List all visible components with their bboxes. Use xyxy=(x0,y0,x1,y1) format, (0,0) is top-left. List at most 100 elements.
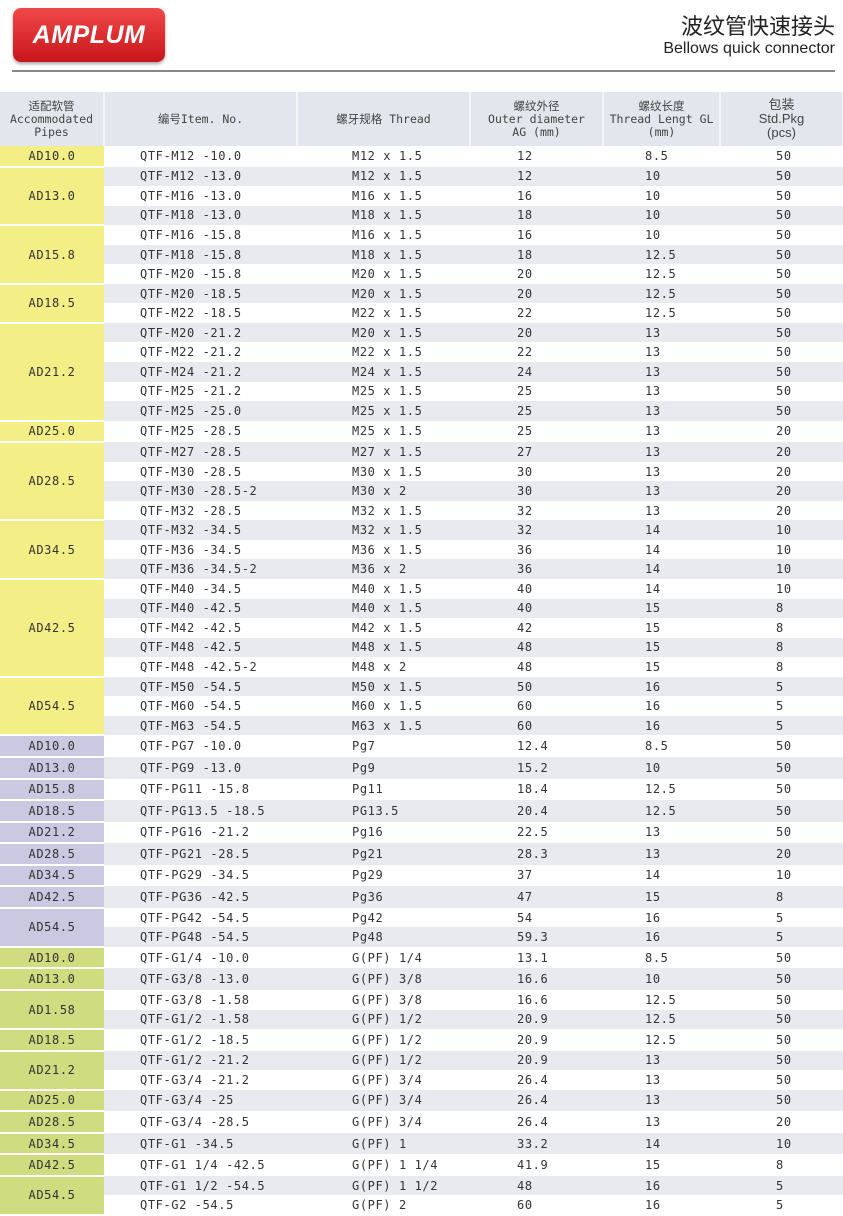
cell-thread-length: 13 xyxy=(603,1089,720,1112)
cell-thread-length: 12.5 xyxy=(603,244,720,265)
cell-thread-length: 14 xyxy=(603,520,720,540)
cell-item-no: QTF-PG36 -42.5 xyxy=(104,886,297,908)
table-row: QTF-G2 -54.5 G(PF) 2 60 16 5 xyxy=(0,1195,843,1215)
cell-thread: M36 x 1.5 xyxy=(352,542,423,557)
cell-item-no: QTF-M40 -42.5 xyxy=(104,598,297,619)
cell-std-pkg: 50 xyxy=(720,1089,843,1112)
cell-thread: Pg16 xyxy=(352,825,384,840)
table-row: AD18.5 QTF-PG13.5 -18.5 PG13.5 20.4 12.5 50 xyxy=(0,800,843,823)
cell-thread-length: 13 xyxy=(645,384,661,399)
table-row: AD28.5 QTF-PG21 -28.5 Pg21 28.3 13 20 xyxy=(0,843,843,866)
cell-outer-diameter: 37 xyxy=(517,868,533,883)
cell-thread-length: 16 xyxy=(645,699,661,714)
cell-thread-length: 10 xyxy=(645,188,661,203)
cell-std-pkg: 10 xyxy=(776,868,792,883)
table-row: QTF-M48 -42.5-2 M48 x 2 48 15 8 xyxy=(0,657,843,677)
cell-thread-length: 8.5 xyxy=(645,950,669,965)
cell-thread: M18 x 1.5 xyxy=(297,244,470,265)
cell-pipe: AD18.5 xyxy=(0,800,104,823)
cell-thread: M42 x 1.5 xyxy=(352,620,423,635)
cell-item-no: QTF-PG29 -34.5 xyxy=(140,868,250,883)
table-row: QTF-M20 -15.8 M20 x 1.5 20 12.5 50 xyxy=(0,264,843,284)
cell-thread: Pg36 xyxy=(297,886,470,908)
cell-std-pkg: 50 xyxy=(776,782,792,797)
cell-std-pkg: 20 xyxy=(776,1115,792,1130)
cell-thread-length: 15 xyxy=(645,659,661,674)
cell-item-no: QTF-M60 -54.5 xyxy=(140,699,242,714)
cell-std-pkg: 50 xyxy=(776,1072,792,1087)
cell-outer-diameter: 25 xyxy=(470,401,603,421)
cell-thread: G(PF) 3/4 xyxy=(352,1072,423,1087)
cell-thread: M20 x 1.5 xyxy=(297,322,470,343)
cell-pipe: AD42.5 xyxy=(0,579,104,678)
cell-pipe: AD34.5 xyxy=(0,520,104,581)
cell-outer-diameter: 25 xyxy=(517,424,533,439)
cell-thread-length: 13 xyxy=(645,1072,661,1087)
table-row: AD15.8 QTF-M16 -15.8 M16 x 1.5 16 10 50 xyxy=(0,225,843,285)
cell-std-pkg: 5 xyxy=(720,927,843,947)
header-line: Pipes xyxy=(34,124,69,139)
cell-outer-diameter: 12 xyxy=(517,149,533,164)
cell-pipe: AD10.0 xyxy=(0,735,104,758)
cell-pipe: AD15.8 xyxy=(0,778,104,802)
header-std-pkg: 包装 Std.Pkg (pcs) xyxy=(720,92,843,146)
cell-thread: M16 x 1.5 xyxy=(352,227,423,242)
cell-std-pkg: 10 xyxy=(776,581,792,596)
table-row: AD21.2 QTF-PG16 -21.2 Pg16 22.5 13 50 xyxy=(0,821,843,845)
cell-item-no: QTF-M12 -10.0 xyxy=(140,149,242,164)
cell-std-pkg: 20 xyxy=(776,503,792,518)
cell-outer-diameter: 54 xyxy=(517,910,533,925)
table-row: QTF-M48 -42.5 M48 x 1.5 48 15 8 xyxy=(0,637,843,658)
cell-item-no: QTF-M25 -25.0 xyxy=(104,401,297,421)
cell-thread-length: 15 xyxy=(645,1158,661,1173)
cell-item-no: QTF-M40 -34.5 xyxy=(140,581,242,596)
cell-item-no: QTF-G2 -54.5 xyxy=(140,1198,234,1213)
table-row: AD42.5 QTF-PG36 -42.5 Pg36 47 15 8 xyxy=(0,886,843,909)
cell-thread: G(PF) 1 xyxy=(297,1132,470,1155)
cell-outer-diameter: 47 xyxy=(470,886,603,908)
cell-thread-length: 13 xyxy=(603,442,720,462)
cell-thread: G(PF) 3/4 xyxy=(297,1089,470,1112)
table-row: QTF-G3/4 -21.2 G(PF) 3/4 26.4 13 50 xyxy=(0,1070,843,1090)
cell-thread-length: 12.5 xyxy=(645,992,677,1007)
table-row: AD10.0 QTF-M12 -10.0 M12 x 1.5 12 8.5 50 xyxy=(0,146,843,168)
cell-item-no: QTF-G3/4 -21.2 xyxy=(140,1072,250,1087)
cell-std-pkg: 8 xyxy=(720,598,843,619)
cell-thread-length: 12.5 xyxy=(645,267,677,282)
cell-std-pkg: 20 xyxy=(720,843,843,865)
cell-thread: M36 x 2 xyxy=(297,559,470,580)
cell-item-no: QTF-G1/2 -1.58 xyxy=(104,1009,297,1030)
cell-std-pkg: 50 xyxy=(776,992,792,1007)
table-row: QTF-M60 -54.5 M60 x 1.5 60 16 5 xyxy=(0,696,843,716)
cell-thread: M16 x 1.5 xyxy=(352,188,423,203)
cell-item-no: QTF-M32 -28.5 xyxy=(140,503,242,518)
cell-outer-diameter: 22 xyxy=(517,345,533,360)
cell-thread-length: 10 xyxy=(603,166,720,187)
cell-outer-diameter: 40 xyxy=(517,581,533,596)
cell-thread-length: 15 xyxy=(603,886,720,908)
cell-item-no: QTF-M16 -13.0 xyxy=(140,188,242,203)
header-line: (pcs) xyxy=(767,125,796,140)
cell-pipe: AD42.5 xyxy=(0,886,104,909)
cell-thread: M50 x 1.5 xyxy=(297,676,470,697)
cell-thread: M12 x 1.5 xyxy=(352,149,423,164)
cell-std-pkg: 50 xyxy=(720,322,843,343)
cell-thread: Pg9 xyxy=(297,756,470,779)
cell-item-no: QTF-M48 -42.5-2 xyxy=(140,659,258,674)
cell-thread: G(PF) 1/4 xyxy=(352,950,423,965)
cell-std-pkg: 10 xyxy=(720,520,843,540)
table-row: AD28.5 QTF-M27 -28.5 M27 x 1.5 27 13 20 xyxy=(0,442,843,522)
cell-item-no: QTF-M63 -54.5 xyxy=(104,715,297,736)
cell-thread-length: 13 xyxy=(603,322,720,343)
cell-item-no: QTF-M48 -42.5 xyxy=(104,637,297,658)
cell-thread-length: 10 xyxy=(603,205,720,226)
table-row: QTF-M36 -34.5-2 M36 x 2 36 14 10 xyxy=(0,559,843,580)
cell-thread-length: 13 xyxy=(603,843,720,865)
cell-std-pkg: 50 xyxy=(776,950,792,965)
table-row: AD34.5 QTF-M32 -34.5 M32 x 1.5 32 14 10 xyxy=(0,520,843,581)
table-row: AD21.2 QTF-M20 -21.2 M20 x 1.5 20 13 50 xyxy=(0,322,843,422)
cell-thread-length: 15 xyxy=(603,598,720,619)
cell-outer-diameter: 18 xyxy=(470,205,603,226)
cell-thread-length: 13 xyxy=(645,424,661,439)
cell-thread-length: 12.5 xyxy=(645,1032,677,1047)
